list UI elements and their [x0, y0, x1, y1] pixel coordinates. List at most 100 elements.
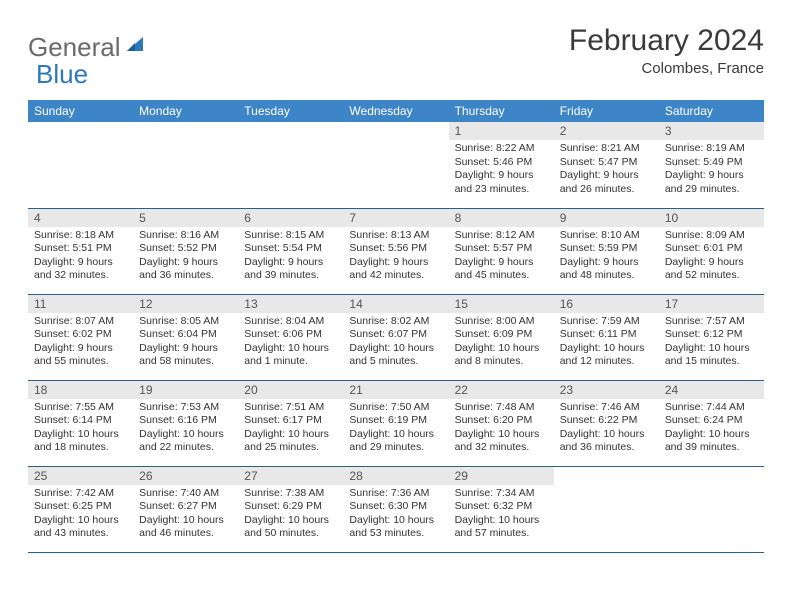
- sunrise-line: Sunrise: 7:38 AM: [244, 487, 324, 499]
- calendar-cell: 9Sunrise: 8:10 AMSunset: 5:59 PMDaylight…: [554, 208, 659, 294]
- sunrise-line: Sunrise: 7:59 AM: [560, 315, 640, 327]
- day-details: Sunrise: 7:51 AMSunset: 6:17 PMDaylight:…: [238, 399, 343, 460]
- day-details: Sunrise: 7:55 AMSunset: 6:14 PMDaylight:…: [28, 399, 133, 460]
- calendar-cell: 19Sunrise: 7:53 AMSunset: 6:16 PMDayligh…: [133, 380, 238, 466]
- day-details: Sunrise: 7:42 AMSunset: 6:25 PMDaylight:…: [28, 485, 133, 546]
- calendar-cell: 15Sunrise: 8:00 AMSunset: 6:09 PMDayligh…: [449, 294, 554, 380]
- day-header: Thursday: [449, 100, 554, 122]
- sunrise-line: Sunrise: 8:18 AM: [34, 229, 114, 241]
- day-number: 20: [238, 381, 343, 399]
- sunset-line: Sunset: 6:20 PM: [455, 414, 533, 426]
- day-number: 16: [554, 295, 659, 313]
- sunset-line: Sunset: 6:06 PM: [244, 328, 322, 340]
- day-number: 14: [343, 295, 448, 313]
- daylight-line: Daylight: 10 hours and 25 minutes.: [244, 428, 329, 454]
- calendar-cell: 17Sunrise: 7:57 AMSunset: 6:12 PMDayligh…: [659, 294, 764, 380]
- day-details: Sunrise: 7:38 AMSunset: 6:29 PMDaylight:…: [238, 485, 343, 546]
- sunset-line: Sunset: 6:22 PM: [560, 414, 638, 426]
- calendar-cell: 3Sunrise: 8:19 AMSunset: 5:49 PMDaylight…: [659, 122, 764, 208]
- day-details: Sunrise: 7:44 AMSunset: 6:24 PMDaylight:…: [659, 399, 764, 460]
- sunset-line: Sunset: 6:24 PM: [665, 414, 743, 426]
- daylight-line: Daylight: 10 hours and 50 minutes.: [244, 514, 329, 540]
- calendar-cell: 1Sunrise: 8:22 AMSunset: 5:46 PMDaylight…: [449, 122, 554, 208]
- sunrise-line: Sunrise: 7:44 AM: [665, 401, 745, 413]
- sunset-line: Sunset: 6:25 PM: [34, 500, 112, 512]
- calendar-cell: 14Sunrise: 8:02 AMSunset: 6:07 PMDayligh…: [343, 294, 448, 380]
- logo-sail-icon: [125, 35, 147, 62]
- calendar-header: Sunday Monday Tuesday Wednesday Thursday…: [28, 100, 764, 122]
- sunrise-line: Sunrise: 8:16 AM: [139, 229, 219, 241]
- calendar-cell: 25Sunrise: 7:42 AMSunset: 6:25 PMDayligh…: [28, 466, 133, 552]
- calendar-cell: 6Sunrise: 8:15 AMSunset: 5:54 PMDaylight…: [238, 208, 343, 294]
- calendar-cell: 27Sunrise: 7:38 AMSunset: 6:29 PMDayligh…: [238, 466, 343, 552]
- day-details: Sunrise: 7:48 AMSunset: 6:20 PM Daylight:…: [449, 399, 554, 460]
- sunrise-line: Sunrise: 8:00 AM: [455, 315, 535, 327]
- day-header: Friday: [554, 100, 659, 122]
- sunrise-line: Sunrise: 7:48 AM: [455, 401, 535, 413]
- day-number: 8: [449, 209, 554, 227]
- sunset-line: Sunset: 6:14 PM: [34, 414, 112, 426]
- calendar-cell: 28Sunrise: 7:36 AMSunset: 6:30 PMDayligh…: [343, 466, 448, 552]
- sunrise-line: Sunrise: 7:34 AM: [455, 487, 535, 499]
- sunrise-line: Sunrise: 8:19 AM: [665, 142, 745, 154]
- day-number: 29: [449, 467, 554, 485]
- calendar-row: 1Sunrise: 8:22 AMSunset: 5:46 PMDaylight…: [28, 122, 764, 208]
- calendar-cell: 22Sunrise: 7:48 AMSunset: 6:20 PMDayligh…: [449, 380, 554, 466]
- daylight-line: Daylight: 9 hours and 42 minutes.: [349, 256, 428, 282]
- daylight-line: Daylight: 10 hours and 46 minutes.: [139, 514, 224, 540]
- daylight-line: Daylight: 10 hours and 29 minutes.: [349, 428, 434, 454]
- calendar-page: General February 2024 Colombes, France B…: [0, 0, 792, 577]
- day-header: Monday: [133, 100, 238, 122]
- day-details: Sunrise: 8:18 AMSunset: 5:51 PMDaylight:…: [28, 227, 133, 288]
- calendar-cell: 5Sunrise: 8:16 AMSunset: 5:52 PMDaylight…: [133, 208, 238, 294]
- calendar-cell: 29Sunrise: 7:34 AMSunset: 6:32 PMDayligh…: [449, 466, 554, 552]
- calendar-cell: 13Sunrise: 8:04 AMSunset: 6:06 PMDayligh…: [238, 294, 343, 380]
- sunrise-line: Sunrise: 8:07 AM: [34, 315, 114, 327]
- day-number: 1: [449, 122, 554, 140]
- day-details: Sunrise: 8:16 AMSunset: 5:52 PMDaylight:…: [133, 227, 238, 288]
- day-header: Saturday: [659, 100, 764, 122]
- sunset-line: Sunset: 6:01 PM: [665, 242, 743, 254]
- calendar-cell: [343, 122, 448, 208]
- sunset-line: Sunset: 6:27 PM: [139, 500, 217, 512]
- daylight-line: Daylight: 9 hours and 26 minutes.: [560, 169, 639, 195]
- day-number: 21: [343, 381, 448, 399]
- daylight-line: Daylight: 9 hours and 36 minutes.: [139, 256, 218, 282]
- day-details: Sunrise: 8:15 AMSunset: 5:54 PMDaylight:…: [238, 227, 343, 288]
- calendar-cell: 26Sunrise: 7:40 AMSunset: 6:27 PMDayligh…: [133, 466, 238, 552]
- sunrise-line: Sunrise: 8:22 AM: [455, 142, 535, 154]
- daylight-line: Daylight: 9 hours and 48 minutes.: [560, 256, 639, 282]
- day-details: Sunrise: 8:00 AMSunset: 6:09 PMDaylight:…: [449, 313, 554, 374]
- sunrise-line: Sunrise: 8:12 AM: [455, 229, 535, 241]
- day-details: Sunrise: 8:05 AMSunset: 6:04 PMDaylight:…: [133, 313, 238, 374]
- sunrise-line: Sunrise: 8:02 AM: [349, 315, 429, 327]
- calendar-cell: 10Sunrise: 8:09 AMSunset: 6:01 PMDayligh…: [659, 208, 764, 294]
- day-details: Sunrise: 7:46 AMSunset: 6:22 PMDaylight:…: [554, 399, 659, 460]
- calendar-row: 11Sunrise: 8:07 AMSunset: 6:02 PMDayligh…: [28, 294, 764, 380]
- sunrise-line: Sunrise: 8:21 AM: [560, 142, 640, 154]
- day-number: 6: [238, 209, 343, 227]
- day-details: Sunrise: 8:13 AMSunset: 5:56 PMDaylight:…: [343, 227, 448, 288]
- day-number: 26: [133, 467, 238, 485]
- calendar-row: 4Sunrise: 8:18 AMSunset: 5:51 PMDaylight…: [28, 208, 764, 294]
- location-label: Colombes, France: [569, 60, 764, 77]
- day-details: Sunrise: 8:09 AMSunset: 6:01 PMDaylight:…: [659, 227, 764, 288]
- day-details: Sunrise: 8:22 AMSunset: 5:46 PMDaylight:…: [449, 140, 554, 201]
- calendar-cell: 16Sunrise: 7:59 AMSunset: 6:11 PMDayligh…: [554, 294, 659, 380]
- day-details: Sunrise: 8:10 AMSunset: 5:59 PMDaylight:…: [554, 227, 659, 288]
- daylight-line: Daylight: 10 hours and 32 minutes.: [455, 428, 540, 454]
- day-details: Sunrise: 7:40 AMSunset: 6:27 PMDaylight:…: [133, 485, 238, 546]
- logo-text-blue: Blue: [36, 59, 88, 89]
- calendar-cell: 18Sunrise: 7:55 AMSunset: 6:14 PMDayligh…: [28, 380, 133, 466]
- day-details: Sunrise: 8:19 AMSunset: 5:49 PMDaylight:…: [659, 140, 764, 201]
- sunrise-line: Sunrise: 8:15 AM: [244, 229, 324, 241]
- daylight-line: Daylight: 10 hours and 1 minute.: [244, 342, 329, 368]
- day-details: Sunrise: 8:21 AMSunset: 5:47 PMDaylight:…: [554, 140, 659, 201]
- daylight-line: Daylight: 10 hours and 22 minutes.: [139, 428, 224, 454]
- daylight-line: Daylight: 10 hours and 15 minutes.: [665, 342, 750, 368]
- day-details: Sunrise: 7:59 AMSunset: 6:11 PMDaylight:…: [554, 313, 659, 374]
- title-block: February 2024 Colombes, France: [569, 24, 764, 77]
- sunset-line: Sunset: 6:16 PM: [139, 414, 217, 426]
- sunset-line: Sunset: 6:09 PM: [455, 328, 533, 340]
- sunrise-line: Sunrise: 7:51 AM: [244, 401, 324, 413]
